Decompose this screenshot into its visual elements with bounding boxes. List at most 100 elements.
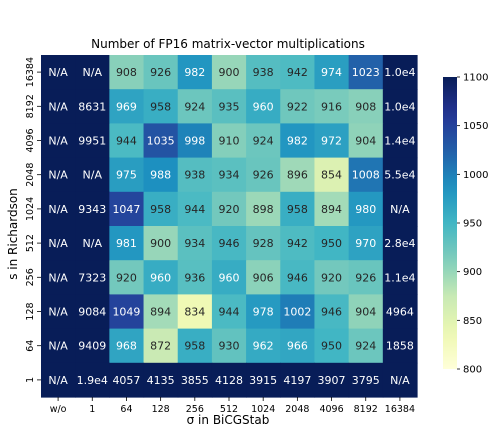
- y-tick-label: 2048: [25, 163, 36, 187]
- heatmap-cell: [348, 157, 384, 193]
- cell-label: 968: [116, 340, 137, 353]
- heatmap-cell: [314, 328, 350, 364]
- heatmap-cell: [41, 226, 76, 261]
- cell-label: 4057: [112, 374, 140, 387]
- x-tick-label: 256: [186, 404, 204, 415]
- x-tick-label: 8192: [354, 404, 378, 415]
- cell-label: 938: [184, 169, 205, 182]
- cell-label: 944: [116, 135, 137, 148]
- cell-label: 916: [321, 100, 342, 113]
- heatmap-cell: [143, 123, 179, 159]
- heatmap-cell: [382, 157, 418, 193]
- heatmap-cells: N/A N/A 908 926 982 900 938 942 974 1023 1.0e4 N/A 8…: [41, 55, 418, 398]
- cell-label: N/A: [48, 66, 68, 79]
- cell-label: 920: [219, 203, 240, 216]
- cell-label: 974: [321, 66, 342, 79]
- y-tick-label: 1: [25, 377, 36, 383]
- cell-label: 8631: [78, 100, 106, 113]
- heatmap-cell: [41, 55, 76, 90]
- cell-label: 960: [150, 271, 171, 284]
- cell-label: 894: [321, 203, 342, 216]
- cell-label: 958: [150, 100, 171, 113]
- colorbar-tick-label: 900: [463, 267, 482, 278]
- y-tick-label: 8192: [25, 94, 36, 118]
- heatmap-cell: [246, 260, 281, 295]
- x-tick-label: 512: [220, 404, 238, 415]
- cell-label: N/A: [48, 374, 68, 387]
- x-tick-label: 2048: [285, 404, 309, 415]
- heatmap-cell: [109, 191, 145, 227]
- colorbar-tick-label: 950: [463, 219, 482, 230]
- cell-label: 935: [219, 100, 240, 113]
- heatmap-cell: [177, 191, 213, 227]
- cell-label: 854: [321, 169, 342, 182]
- heatmap-cell: [75, 226, 110, 261]
- cell-label: 5.5e4: [384, 169, 415, 182]
- heatmap-cell: [246, 328, 281, 364]
- cell-label: 906: [253, 271, 274, 284]
- cell-label: N/A: [48, 271, 68, 284]
- cell-label: 2.8e4: [384, 237, 415, 250]
- heatmap-cell: [109, 226, 145, 261]
- cell-label: 969: [116, 100, 137, 113]
- cell-label: 3907: [318, 374, 346, 387]
- cell-label: 1.4e4: [384, 135, 415, 148]
- cell-label: 980: [355, 203, 376, 216]
- heatmap-cell: [41, 123, 76, 159]
- heatmap-cell: [177, 55, 213, 90]
- heatmap-cell: [109, 260, 145, 295]
- cell-label: 944: [184, 203, 205, 216]
- cell-label: 900: [150, 237, 171, 250]
- cell-label: 960: [253, 100, 274, 113]
- heatmap-cell: [75, 123, 110, 159]
- cell-label: N/A: [83, 66, 103, 79]
- heatmap-cell: [246, 55, 281, 90]
- heatmap-cell: [348, 226, 384, 261]
- y-tick-label: 128: [25, 302, 36, 320]
- heatmap-cell: [177, 157, 213, 193]
- heatmap-cell: [211, 328, 247, 364]
- cell-label: 920: [116, 271, 137, 284]
- heatmap-cell: [143, 55, 179, 90]
- heatmap-cell: [280, 191, 316, 227]
- cell-label: 970: [355, 237, 376, 250]
- heatmap-cell: [211, 123, 247, 159]
- heatmap-cell: [109, 123, 145, 159]
- cell-label: 894: [150, 306, 171, 319]
- cell-label: 975: [116, 169, 137, 182]
- cell-label: 982: [184, 66, 205, 79]
- heatmap-cell: [143, 294, 179, 330]
- heatmap-cell: [75, 89, 110, 124]
- heatmap-cell: [382, 226, 418, 261]
- heatmap-cell: [246, 123, 281, 159]
- cell-label: 9343: [78, 203, 106, 216]
- cell-label: N/A: [48, 100, 68, 113]
- cell-label: 3855: [181, 374, 209, 387]
- heatmap-cell: [177, 362, 213, 398]
- heatmap-cell: [280, 226, 316, 261]
- heatmap-cell: [348, 89, 384, 124]
- cell-label: 834: [184, 306, 205, 319]
- cell-label: 9084: [78, 306, 106, 319]
- cell-label: 872: [150, 340, 171, 353]
- y-axis-ticks: 16384 8192 4096 2048 1024 512 256 128 64 1: [25, 57, 41, 383]
- cell-label: 7323: [78, 271, 106, 284]
- cell-label: 1035: [147, 135, 175, 148]
- cell-label: N/A: [48, 306, 68, 319]
- y-tick-label: 4096: [25, 128, 36, 152]
- cell-label: 1049: [112, 306, 140, 319]
- heatmap-cell: [280, 55, 316, 90]
- y-tick-label: 64: [25, 340, 36, 352]
- cell-label: 988: [150, 169, 171, 182]
- cell-label: 910: [219, 135, 240, 148]
- heatmap-cell: [177, 294, 213, 330]
- cell-label: 958: [184, 340, 205, 353]
- cell-label: 1047: [112, 203, 140, 216]
- heatmap-cell: [109, 362, 145, 398]
- colorbar-gradient: [443, 77, 457, 369]
- cell-label: 9951: [78, 135, 106, 148]
- heatmap-cell: [280, 328, 316, 364]
- heatmap-cell: [211, 55, 247, 90]
- heatmap-cell: [280, 89, 316, 124]
- heatmap-cell: [348, 123, 384, 159]
